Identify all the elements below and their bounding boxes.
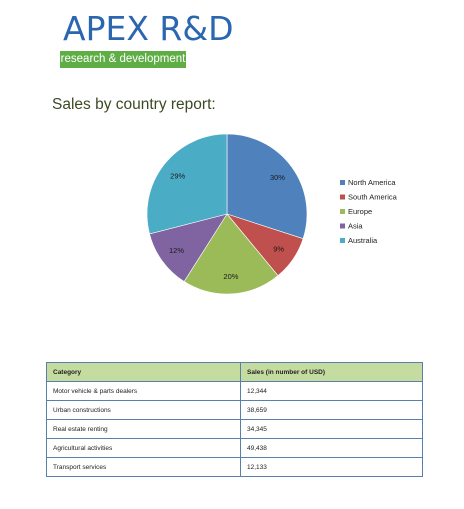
- pie-slice-north-america: [226, 133, 308, 240]
- table-cell-category: Agricultural activities: [46, 438, 241, 458]
- logo-tagline: research & development: [60, 51, 186, 68]
- table-row: Real estate renting 34,345: [46, 419, 423, 439]
- table-row: Agricultural activities 49,438: [46, 438, 423, 458]
- pie-data-label: 29%: [170, 171, 185, 180]
- pie-slice-australia: [146, 133, 228, 235]
- legend-entry: Europe: [348, 207, 372, 216]
- table-header-row: Category Sales (in number of USD): [46, 362, 423, 382]
- pie-data-labels: 30% 9% 20% 12% 29%: [169, 171, 285, 281]
- table-cell-sales: 34,345: [240, 419, 423, 439]
- pie-data-label: 9%: [273, 245, 284, 254]
- table-row: Urban constructions 38,659: [46, 400, 423, 420]
- column-header-category: Category: [46, 362, 241, 382]
- report-title: Sales by country report:: [52, 96, 216, 113]
- pie-data-label: 12%: [169, 246, 184, 255]
- pie-data-label: 20%: [223, 272, 238, 281]
- table-row: Motor vehicle & parts dealers 12,344: [46, 381, 423, 401]
- legend-swatch: [340, 180, 345, 185]
- legend-swatch: [340, 223, 345, 229]
- table-cell-category: Transport services: [46, 457, 241, 477]
- table-cell-sales: 12,344: [240, 381, 423, 401]
- table-cell-sales: 38,659: [240, 400, 423, 420]
- legend-entry: North America: [348, 178, 396, 187]
- column-header-sales: Sales (in number of USD): [240, 362, 423, 382]
- pie-slice-asia: [149, 213, 228, 282]
- pie-slices: [146, 133, 308, 295]
- chart-legend: North America South America Europe Asia Aust…: [340, 178, 398, 245]
- table-cell-category: Urban constructions: [46, 400, 241, 420]
- table-cell-sales: 12,133: [240, 457, 423, 477]
- sales-table: Category Sales (in number of USD) Motor …: [46, 362, 423, 477]
- legend-entry: Asia: [348, 222, 363, 231]
- legend-entry: Australia: [348, 236, 378, 245]
- logo-wordmark: APEX R&D: [63, 9, 234, 48]
- table-cell-category: Real estate renting: [46, 419, 241, 439]
- company-logo: APEX R&D research & development: [60, 11, 234, 68]
- table-cell-category: Motor vehicle & parts dealers: [46, 381, 241, 401]
- table-row: Transport services 12,133: [46, 457, 423, 477]
- pie-slice-europe: [183, 213, 279, 295]
- legend-swatch: [340, 209, 345, 214]
- sales-pie-chart: 30% 9% 20% 12% 29% North America South Americ…: [146, 133, 398, 295]
- legend-entry: South America: [348, 193, 398, 202]
- legend-swatch: [340, 238, 345, 243]
- pie-data-label: 30%: [270, 173, 285, 182]
- table-cell-sales: 49,438: [240, 438, 423, 458]
- legend-swatch: [340, 194, 345, 200]
